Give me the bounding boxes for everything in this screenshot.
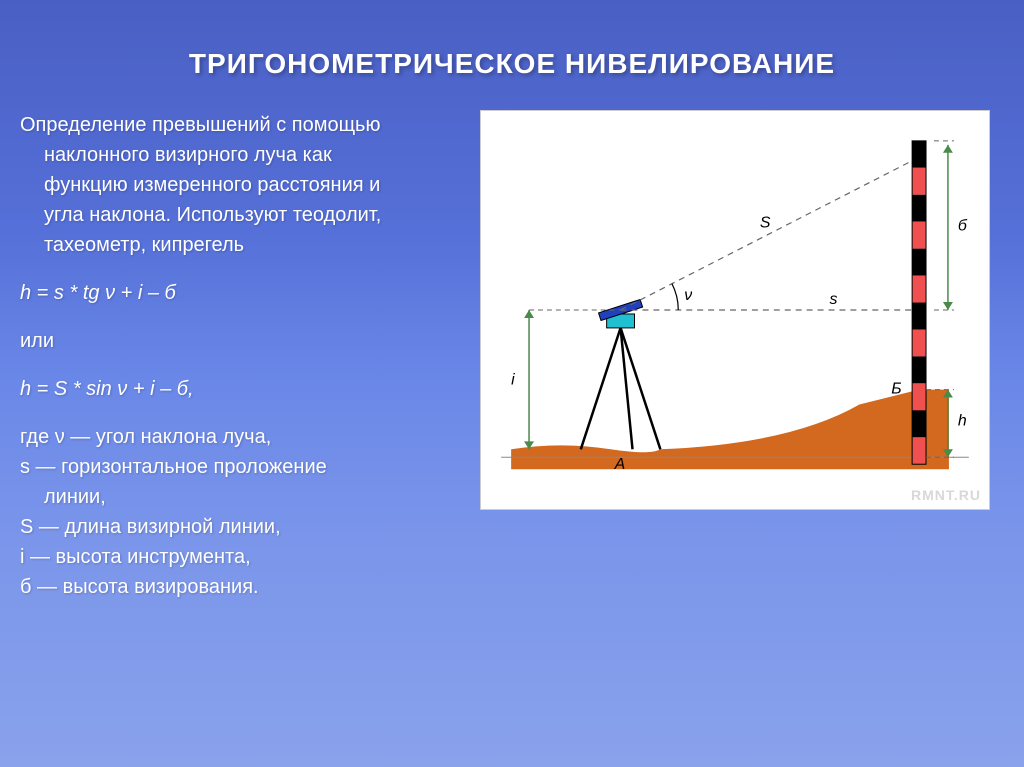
formula-2-main: h = S * sin ν + i – б [20,378,188,400]
legend-s1: s — горизонтальное проложение [20,452,460,482]
desc-line: Определение превышений с помощью [20,114,380,136]
description: Определение превышений с помощью наклонн… [20,110,460,260]
svg-text:i: i [511,372,515,389]
desc-line: тахеометр, кипрегель [20,230,460,260]
formula-2-comma: , [188,378,194,400]
svg-text:s: s [830,291,838,308]
legend-i: i — высота инструмента, [20,542,460,572]
watermark: RMNT.RU [911,487,981,503]
content-row: Определение превышений с помощью наклонн… [0,80,1024,602]
formula-2: h = S * sin ν + i – б, [20,374,460,404]
formula-1: h = s * tg ν + i – б [20,278,460,308]
desc-line: функцию измеренного расстояния и [20,170,460,200]
legend-v: где ν — угол наклона луча, [20,422,460,452]
or-label: или [20,326,460,356]
legend-S: S — длина визирной линии, [20,512,460,542]
diagram-column: Ss ν i б h A Б RMNT.RU [480,110,1004,602]
legend-b: б — высота визирования. [20,572,460,602]
svg-text:ν: ν [684,287,692,304]
svg-text:A: A [614,456,626,473]
desc-line: наклонного визирного луча как [20,140,460,170]
page-title: ТРИГОНОМЕТРИЧЕСКОЕ НИВЕЛИРОВАНИЕ [0,0,1024,80]
legend: где ν — угол наклона луча, s — горизонта… [20,422,460,602]
legend-s2: линии, [20,482,460,512]
svg-text:б: б [958,217,968,234]
diagram-svg: Ss ν i б h A Б [481,111,989,509]
svg-text:Б: Б [891,381,901,398]
desc-line: угла наклона. Используют теодолит, [20,200,460,230]
svg-text:S: S [760,214,771,231]
text-column: Определение превышений с помощью наклонн… [20,110,460,602]
diagram-frame: Ss ν i б h A Б RMNT.RU [480,110,990,510]
svg-text:h: h [958,412,967,429]
